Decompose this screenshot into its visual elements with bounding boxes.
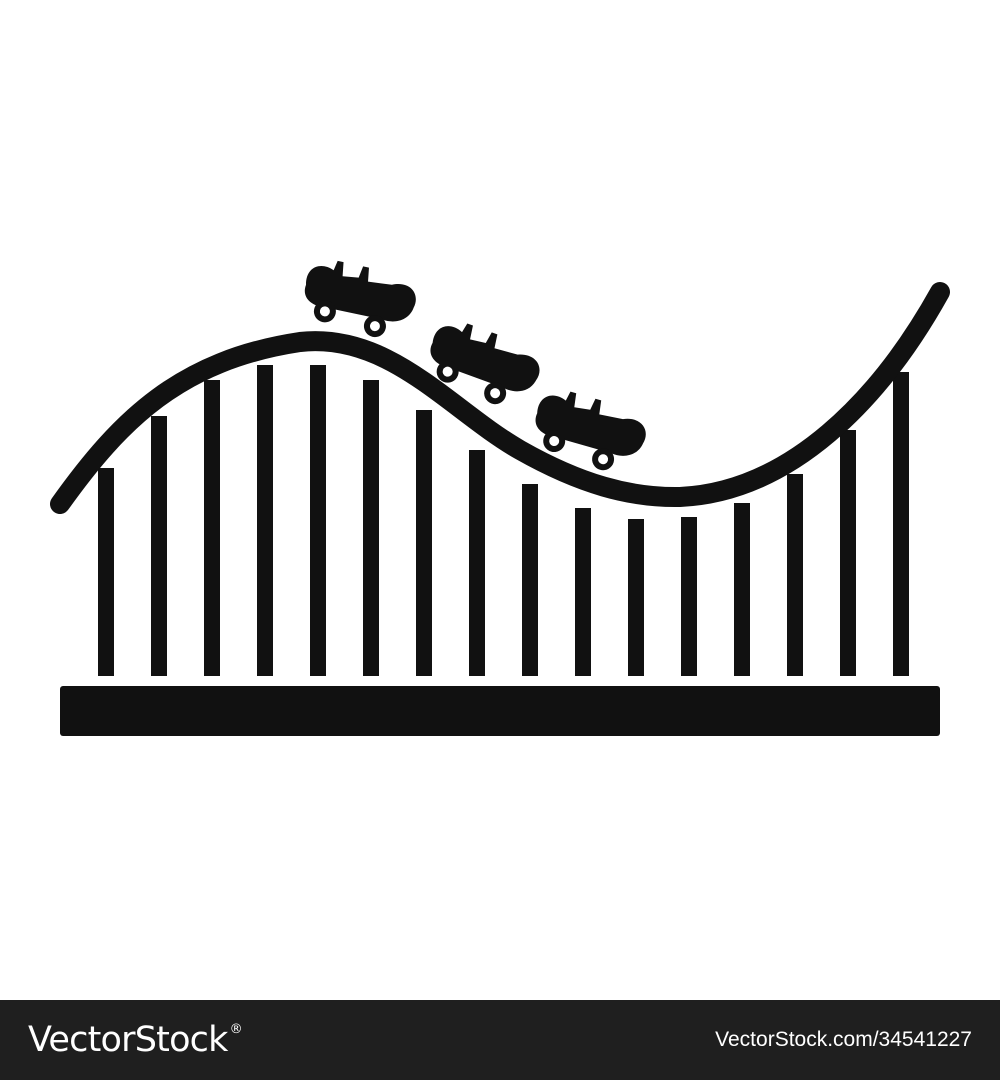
support-post	[416, 410, 432, 676]
support-post	[893, 372, 909, 676]
support-post	[734, 503, 750, 676]
support-post	[257, 365, 273, 676]
coaster-track	[50, 282, 950, 514]
support-post	[151, 416, 167, 676]
coaster-car	[297, 255, 421, 345]
watermark-footer: VectorStock ® VectorStock.com/34541227	[0, 1000, 1000, 1080]
support-post	[681, 517, 697, 676]
roller-coaster-icon	[50, 255, 950, 736]
support-post	[469, 450, 485, 676]
support-post	[840, 430, 856, 676]
support-post	[363, 380, 379, 676]
registered-mark: ®	[229, 1022, 243, 1037]
support-post	[787, 474, 803, 676]
support-posts	[98, 365, 909, 676]
image-id: VectorStock.com/34541227	[715, 1028, 972, 1051]
support-post	[628, 519, 644, 676]
brand-name: VectorStock	[28, 1020, 228, 1060]
support-post	[98, 468, 114, 676]
support-post	[522, 484, 538, 676]
base-platform	[60, 686, 940, 736]
support-post	[310, 365, 326, 676]
support-post	[204, 380, 220, 676]
support-post	[575, 508, 591, 676]
vectorstock-logo: VectorStock ®	[28, 1020, 243, 1060]
illustration-area	[50, 255, 950, 736]
